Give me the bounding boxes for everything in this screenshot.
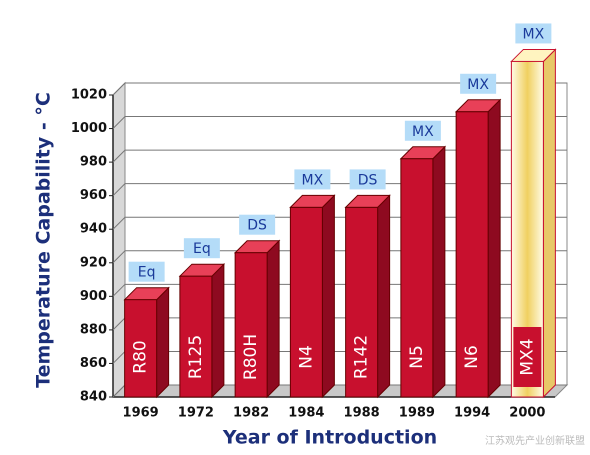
x-tick-label: 1988	[344, 406, 380, 421]
bar	[455, 111, 489, 398]
grid-line	[112, 116, 567, 129]
bar-label: R125	[186, 335, 206, 379]
grid-line	[112, 82, 567, 96]
x-tick-label: 1989	[399, 406, 435, 421]
y-tick-label: 1000	[71, 121, 107, 136]
tag: Eq	[193, 241, 211, 257]
tag-box	[515, 23, 552, 44]
bar-side	[542, 48, 556, 399]
y-tick-label: 840	[80, 390, 107, 405]
tag-box	[404, 120, 441, 141]
y-tick-label: 980	[80, 155, 107, 170]
tag-box	[349, 169, 386, 190]
tag-box	[460, 73, 497, 94]
bar-label: R80H	[241, 334, 261, 380]
tag: MX	[412, 124, 434, 140]
tag: MX	[467, 77, 489, 93]
side-wall	[112, 81, 126, 399]
x-tick-label: 2000	[509, 406, 545, 421]
tag: Eq	[138, 265, 156, 281]
bar-side	[432, 145, 446, 399]
tag-box	[128, 261, 165, 282]
tag: MX	[523, 26, 545, 42]
bar	[289, 206, 323, 398]
y-tick-label: 960	[80, 188, 107, 203]
bar-label: MX4	[517, 338, 537, 375]
bar	[345, 206, 379, 398]
bar	[124, 299, 158, 398]
tag-box	[183, 238, 220, 259]
bar	[179, 275, 213, 398]
bar-side	[377, 194, 391, 399]
tag: MX	[302, 172, 324, 188]
bar-side	[321, 194, 335, 399]
bar-side	[266, 239, 280, 399]
x-axis-title: Year of Introduction	[222, 427, 437, 449]
y-tick-label: 940	[80, 222, 107, 237]
tag: DS	[358, 172, 378, 188]
bar-label: N6	[462, 345, 482, 369]
watermark: 江苏观先产业创新联盟	[485, 434, 585, 447]
bar-side	[487, 98, 501, 399]
x-tick-label: 1994	[454, 406, 490, 421]
x-tick-label: 1984	[288, 406, 324, 421]
y-tick-label: 900	[80, 289, 107, 304]
x-tick-label: 1969	[123, 406, 159, 421]
bar-label: R80	[131, 340, 151, 373]
y-tick-label: 1020	[71, 88, 107, 103]
bar-side	[156, 286, 170, 399]
bar-label: N4	[296, 345, 316, 369]
bar-label-box	[513, 327, 542, 387]
y-axis-title: Temperature Capability - °C	[33, 92, 55, 388]
x-tick-label: 1982	[233, 406, 269, 421]
bar	[234, 252, 268, 398]
tag-box	[239, 214, 276, 235]
x-tick-label: 1972	[178, 406, 214, 421]
bar-side	[211, 262, 225, 399]
y-tick-label: 880	[80, 322, 107, 337]
tag: DS	[247, 218, 267, 234]
y-tick-label: 920	[80, 255, 107, 270]
bar-label: R142	[352, 335, 372, 379]
bar	[400, 158, 434, 398]
y-tick-label: 860	[80, 356, 107, 371]
tag-box	[294, 169, 331, 190]
bar-label: N5	[407, 345, 427, 369]
